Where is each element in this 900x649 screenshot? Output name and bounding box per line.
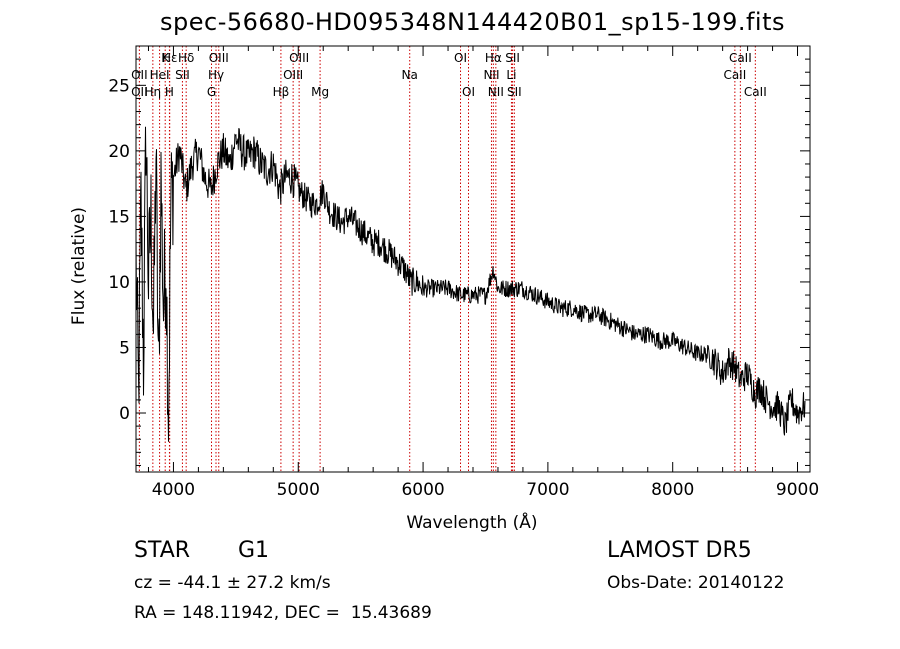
line-label: Hβ [273, 85, 290, 99]
line-label: NII [483, 68, 499, 82]
line-label: HeI [150, 68, 170, 82]
line-label: Hη [145, 85, 162, 99]
spectrum-series [135, 126, 806, 442]
line-label: H [165, 85, 174, 99]
line-label: CaII [723, 68, 746, 82]
line-label: OIII [289, 51, 309, 65]
line-label: OI [462, 85, 475, 99]
x-axis-label: Wavelength (Å) [406, 511, 537, 533]
line-label: OII [131, 68, 148, 82]
y-axis-label: Flux (relative) [69, 207, 89, 325]
line-label: CaII [744, 85, 767, 99]
object-class: STAR [134, 538, 191, 563]
line-label: Mg [311, 85, 329, 99]
spectrum-line [135, 126, 806, 442]
line-label: CaII [729, 51, 752, 65]
line-label: SII [505, 51, 520, 65]
line-label: OIII [283, 68, 303, 82]
line-label: Li [506, 68, 516, 82]
object-subclass: G1 [238, 538, 270, 563]
observation-date: Obs-Date: 20140122 [607, 573, 785, 593]
y-tick-label: 25 [108, 76, 130, 96]
chart-title: spec-56680-HD095348N144420B01_sp15-199.f… [160, 8, 785, 36]
line-label: Hε [162, 51, 178, 65]
line-markers [138, 46, 756, 472]
line-label: G [207, 85, 216, 99]
line-label: K [161, 51, 170, 65]
x-tick-label: 8000 [651, 480, 694, 500]
line-label: Na [402, 68, 418, 82]
line-label: OII [131, 85, 148, 99]
x-tick-label: 4000 [152, 480, 195, 500]
plot-frame [135, 45, 811, 473]
line-label: OIII [209, 51, 229, 65]
line-label: Hα [485, 51, 502, 65]
axis-ticks: 4000 5000 6000 7000 8000 9000 0 5 10 15 20 25 [108, 45, 819, 500]
plot-frame-rect [135, 45, 811, 473]
x-tick-label: 7000 [526, 480, 569, 500]
line-label: NII [488, 85, 504, 99]
x-tick-label: 5000 [277, 480, 320, 500]
coordinates: RA = 148.11942, DEC = 15.43689 [134, 603, 432, 623]
line-label: OI [454, 51, 467, 65]
line-label: SII [507, 85, 522, 99]
x-tick-label: 9000 [776, 480, 819, 500]
y-tick-label: 10 [108, 273, 130, 293]
redshift-velocity: cz = -44.1 ± 27.2 km/s [134, 573, 331, 593]
line-label: Hγ [208, 68, 224, 82]
y-tick-label: 15 [108, 207, 130, 227]
y-tick-label: 20 [108, 142, 130, 162]
survey-name: LAMOST DR5 [607, 538, 752, 563]
line-label: SII [175, 68, 190, 82]
line-label: Hδ [178, 51, 194, 65]
y-tick-label: 0 [119, 404, 130, 424]
y-tick-label: 5 [119, 338, 130, 358]
x-tick-label: 6000 [401, 480, 444, 500]
